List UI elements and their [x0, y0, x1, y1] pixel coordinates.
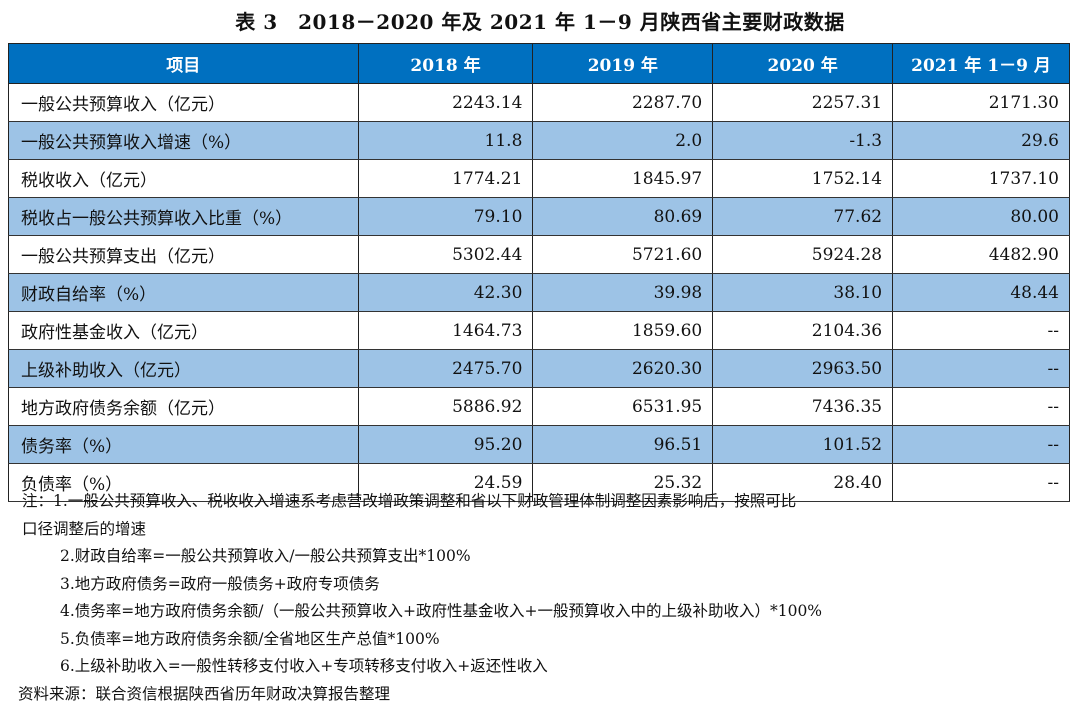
column-header: 2019 年	[533, 44, 713, 84]
row-label: 税收收入（亿元）	[9, 160, 359, 198]
row-label: 税收占一般公共预算收入比重（%）	[9, 198, 359, 236]
table-cell: 2171.30	[893, 84, 1070, 122]
table-cell: 2.0	[533, 122, 713, 160]
table-cell: 2475.70	[358, 350, 533, 388]
table-cell: 5924.28	[713, 236, 893, 274]
column-header: 2021 年 1－9 月	[893, 44, 1070, 84]
table-cell: 7436.35	[713, 388, 893, 426]
table-cell: 39.98	[533, 274, 713, 312]
table-cell: 5721.60	[533, 236, 713, 274]
table-cell: 1737.10	[893, 160, 1070, 198]
table-cell: --	[893, 388, 1070, 426]
table-title: 表 3 2018－2020 年及 2021 年 1－9 月陕西省主要财政数据	[0, 6, 1080, 35]
row-label: 债务率（%）	[9, 426, 359, 464]
table-cell: 96.51	[533, 426, 713, 464]
table-cell: 1752.14	[713, 160, 893, 198]
note-line: 2.财政自给率=一般公共预算收入/一般公共预算支出*100%	[22, 543, 822, 571]
column-header: 2018 年	[358, 44, 533, 84]
header-row: 项目 2018 年 2019 年 2020 年 2021 年 1－9 月	[9, 44, 1070, 84]
table-cell: 6531.95	[533, 388, 713, 426]
table-cell: --	[893, 426, 1070, 464]
table-cell: --	[893, 350, 1070, 388]
table-cell: 38.10	[713, 274, 893, 312]
table-cell: 2104.36	[713, 312, 893, 350]
column-header: 2020 年	[713, 44, 893, 84]
table-cell: 80.69	[533, 198, 713, 236]
row-label: 地方政府债务余额（亿元）	[9, 388, 359, 426]
column-header: 项目	[9, 44, 359, 84]
row-label: 一般公共预算收入（亿元）	[9, 84, 359, 122]
row-label: 政府性基金收入（亿元）	[9, 312, 359, 350]
table-cell: 77.62	[713, 198, 893, 236]
table-cell: --	[893, 312, 1070, 350]
source-line: 资料来源：联合资信根据陕西省历年财政决算报告整理	[18, 681, 822, 708]
table-cell: 2963.50	[713, 350, 893, 388]
table-cell: 1774.21	[358, 160, 533, 198]
note-line: 口径调整后的增速	[22, 516, 822, 544]
table-cell: 95.20	[358, 426, 533, 464]
table-cell: 42.30	[358, 274, 533, 312]
fiscal-data-table: 项目 2018 年 2019 年 2020 年 2021 年 1－9 月 一般公…	[8, 43, 1070, 502]
table-cell: --	[893, 464, 1070, 502]
note-line: 5.负债率=地方政府债务余额/全省地区生产总值*100%	[22, 626, 822, 654]
table-cell: 5302.44	[358, 236, 533, 274]
table-cell: -1.3	[713, 122, 893, 160]
note-line: 4.债务率=地方政府债务余额/（一般公共预算收入+政府性基金收入+一般预算收入中…	[22, 598, 822, 626]
table-cell: 101.52	[713, 426, 893, 464]
table-cell: 1845.97	[533, 160, 713, 198]
table-cell: 2287.70	[533, 84, 713, 122]
row-label: 一般公共预算支出（亿元）	[9, 236, 359, 274]
table-cell: 2257.31	[713, 84, 893, 122]
note-line: 6.上级补助收入=一般性转移支付收入+专项转移支付收入+返还性收入	[22, 653, 822, 681]
note-line: 注：1.一般公共预算收入、税收收入增速系考虑营改增政策调整和省以下财政管理体制调…	[22, 488, 822, 516]
note-line: 3.地方政府债务=政府一般债务+政府专项债务	[22, 571, 822, 599]
row-label: 财政自给率（%）	[9, 274, 359, 312]
row-label: 一般公共预算收入增速（%）	[9, 122, 359, 160]
row-label: 上级补助收入（亿元）	[9, 350, 359, 388]
table-cell: 1464.73	[358, 312, 533, 350]
table-cell: 4482.90	[893, 236, 1070, 274]
table-cell: 11.8	[358, 122, 533, 160]
table-cell: 29.6	[893, 122, 1070, 160]
table-cell: 5886.92	[358, 388, 533, 426]
table-cell: 48.44	[893, 274, 1070, 312]
table-cell: 79.10	[358, 198, 533, 236]
table-cell: 80.00	[893, 198, 1070, 236]
table-cell: 2243.14	[358, 84, 533, 122]
table-cell: 1859.60	[533, 312, 713, 350]
table-cell: 2620.30	[533, 350, 713, 388]
notes: 注：1.一般公共预算收入、税收收入增速系考虑营改增政策调整和省以下财政管理体制调…	[22, 488, 822, 708]
